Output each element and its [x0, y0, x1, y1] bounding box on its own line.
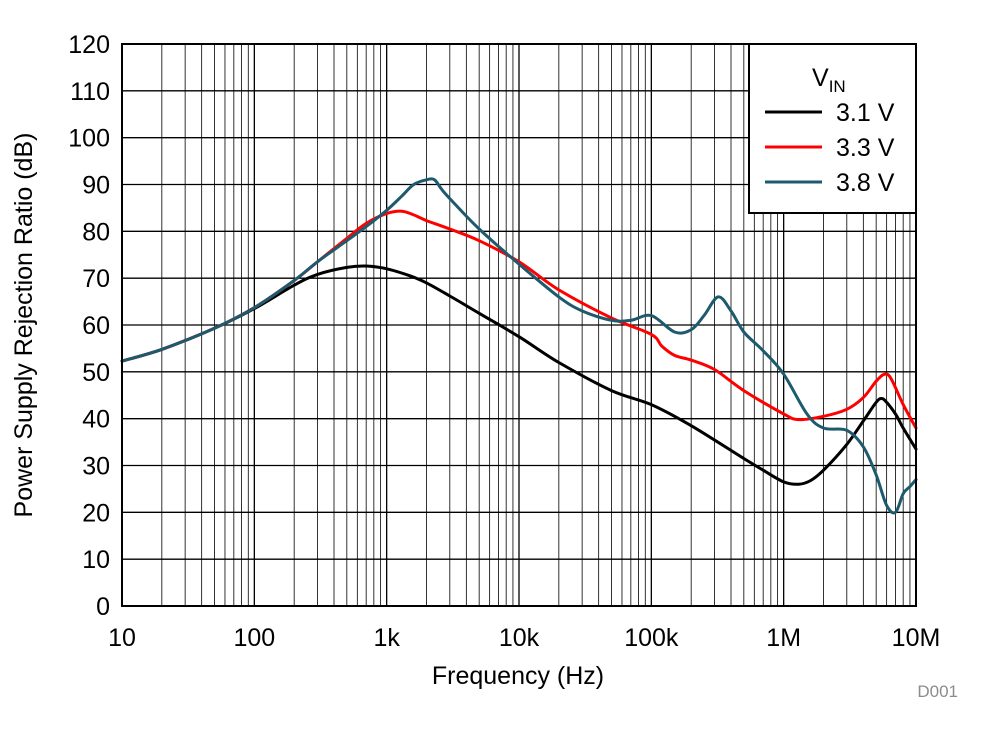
- y-tick-label: 120: [68, 31, 110, 59]
- y-tick-label: 110: [70, 78, 110, 106]
- legend: VIN 3.1 V 3.3 V 3.8 V: [748, 43, 917, 214]
- x-axis-label: Frequency (Hz): [432, 662, 604, 690]
- y-axis-label: Power Supply Rejection Ratio (dB): [10, 133, 38, 518]
- x-tick-label: 10M: [892, 624, 941, 652]
- x-tick-label: 100: [233, 624, 275, 652]
- series-line-1: [120, 264, 918, 486]
- y-axis-ticks: 0 10 20 30 40 50 60 70 80 90 100 110 120: [68, 31, 110, 621]
- y-tick-label: 100: [68, 125, 110, 153]
- x-tick-label: 1k: [373, 624, 400, 652]
- y-tick-label: 80: [82, 218, 110, 246]
- figure-code: D001: [917, 682, 958, 701]
- legend-title-subscript: IN: [829, 77, 846, 96]
- legend-title: VIN: [812, 64, 846, 96]
- legend-title-main: V: [812, 64, 829, 92]
- y-tick-label: 90: [82, 172, 110, 200]
- x-tick-label: 100k: [624, 624, 679, 652]
- series-line-3: [120, 177, 918, 515]
- y-tick-label: 10: [82, 546, 110, 574]
- y-tick-label: 0: [96, 593, 110, 621]
- legend-label: 3.8 V: [836, 169, 895, 197]
- y-tick-label: 70: [82, 265, 110, 293]
- y-tick-label: 30: [82, 453, 110, 481]
- x-tick-label: 10k: [499, 624, 540, 652]
- legend-box: [748, 43, 917, 214]
- y-tick-label: 40: [82, 406, 110, 434]
- legend-label: 3.3 V: [836, 134, 895, 162]
- y-tick-label: 20: [82, 499, 110, 527]
- legend-items: 3.1 V 3.3 V 3.8 V: [765, 99, 895, 197]
- x-tick-label: 10: [108, 624, 136, 652]
- x-tick-label: 1M: [766, 624, 801, 652]
- plot-frame: [121, 43, 917, 607]
- legend-label: 3.1 V: [836, 99, 895, 127]
- series-lines: [120, 177, 918, 515]
- x-axis-ticks: 10 100 1k 10k 100k 1M 10M: [108, 624, 940, 652]
- y-tick-label: 60: [82, 312, 110, 340]
- y-tick-label: 50: [82, 359, 110, 387]
